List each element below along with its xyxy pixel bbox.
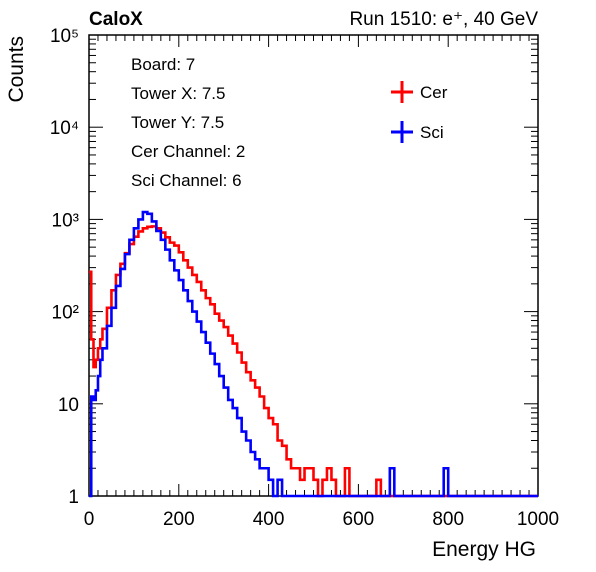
x-tick-label: 200 — [163, 509, 195, 530]
data-series — [89, 210, 538, 498]
x-tick-label: 600 — [343, 509, 375, 530]
axis-ticks: 0 200 400 600 800 1000 1 10 10² 10³ 10⁴ 10⁵ — [50, 26, 559, 530]
info-line-tower-y: Tower Y: 7.5 — [131, 113, 224, 132]
legend-marker-sci — [391, 121, 413, 143]
x-axis-label: Energy HG — [432, 538, 536, 561]
legend: Cer Sci — [391, 81, 448, 143]
legend-label-sci: Sci — [420, 123, 444, 142]
legend-marker-cer — [391, 81, 413, 103]
x-tick-label: 400 — [253, 509, 285, 530]
y-tick-label: 10² — [52, 303, 79, 324]
y-tick-label: 10⁴ — [50, 118, 79, 139]
info-line-cer-channel: Cer Channel: 2 — [131, 142, 245, 161]
info-box: Board: 7 Tower X: 7.5 Tower Y: 7.5 Cer C… — [131, 55, 245, 190]
plot-frame — [88, 34, 539, 497]
y-tick-label: 10 — [58, 395, 79, 416]
y-tick-label: 10³ — [52, 210, 79, 231]
series-line-sci — [89, 210, 538, 498]
x-tick-label: 800 — [432, 509, 464, 530]
x-tick-label: 0 — [84, 509, 95, 530]
brand-label: CaloX — [89, 9, 143, 30]
y-tick-label: 1 — [68, 487, 79, 508]
legend-label-cer: Cer — [420, 83, 448, 102]
series-line-cer — [89, 225, 538, 498]
info-line-tower-x: Tower X: 7.5 — [131, 84, 226, 103]
y-tick-label: 10⁵ — [50, 26, 79, 47]
y-axis-label: Counts — [5, 36, 28, 103]
info-line-board: Board: 7 — [131, 55, 195, 74]
run-label: Run 1510: e⁺, 40 GeV — [349, 9, 538, 30]
info-line-sci-channel: Sci Channel: 6 — [131, 171, 242, 190]
x-tick-label: 1000 — [517, 509, 559, 530]
